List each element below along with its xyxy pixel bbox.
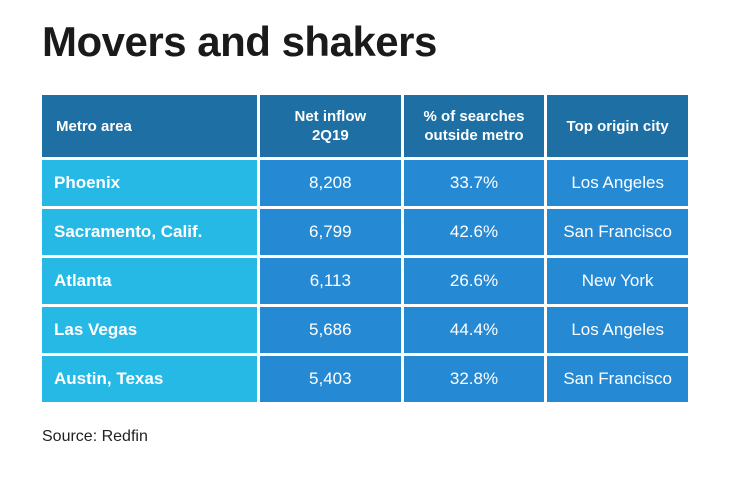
table-row: Sacramento, Calif. 6,799 42.6% San Franc… [42, 209, 688, 255]
table-row: Atlanta 6,113 26.6% New York [42, 258, 688, 304]
top-origin-cell: San Francisco [547, 356, 688, 402]
metro-cell: Las Vegas [42, 307, 257, 353]
data-table: Metro area Net inflow 2Q19 % of searches… [39, 92, 691, 405]
top-origin-cell: Los Angeles [547, 160, 688, 206]
column-header-pct-searches: % of searches outside metro [403, 95, 545, 157]
metro-cell: Austin, Texas [42, 356, 257, 402]
pct-searches-cell: 32.8% [403, 356, 545, 402]
table-header-row: Metro area Net inflow 2Q19 % of searches… [42, 95, 688, 157]
column-header-label: outside metro [424, 127, 524, 144]
column-header-label: Metro area [56, 117, 132, 135]
top-origin-cell: San Francisco [547, 209, 688, 255]
table-row: Austin, Texas 5,403 32.8% San Francisco [42, 356, 688, 402]
chart-title: Movers and shakers [42, 18, 437, 65]
top-origin-cell: Los Angeles [547, 307, 688, 353]
column-header-label: Top origin city [566, 117, 669, 135]
net-inflow-cell: 5,403 [260, 356, 401, 402]
net-inflow-cell: 6,799 [260, 209, 401, 255]
metro-cell: Phoenix [42, 160, 257, 206]
table-row: Las Vegas 5,686 44.4% Los Angeles [42, 307, 688, 353]
pct-searches-cell: 42.6% [403, 209, 545, 255]
column-header-label: Net inflow [294, 108, 367, 125]
net-inflow-cell: 8,208 [260, 160, 401, 206]
top-origin-cell: New York [547, 258, 688, 304]
metro-cell: Sacramento, Calif. [42, 209, 257, 255]
column-header-metro-area: Metro area [42, 95, 257, 157]
source-note: Source: Redfin [42, 428, 148, 445]
metro-cell: Atlanta [42, 258, 257, 304]
column-header-label: 2Q19 [311, 127, 349, 144]
net-inflow-cell: 6,113 [260, 258, 401, 304]
net-inflow-cell: 5,686 [260, 307, 401, 353]
column-header-net-inflow: Net inflow 2Q19 [260, 95, 401, 157]
pct-searches-cell: 26.6% [403, 258, 545, 304]
column-header-top-origin-city: Top origin city [547, 95, 688, 157]
pct-searches-cell: 33.7% [403, 160, 545, 206]
column-header-label: % of searches [423, 108, 525, 125]
table-row: Phoenix 8,208 33.7% Los Angeles [42, 160, 688, 206]
pct-searches-cell: 44.4% [403, 307, 545, 353]
